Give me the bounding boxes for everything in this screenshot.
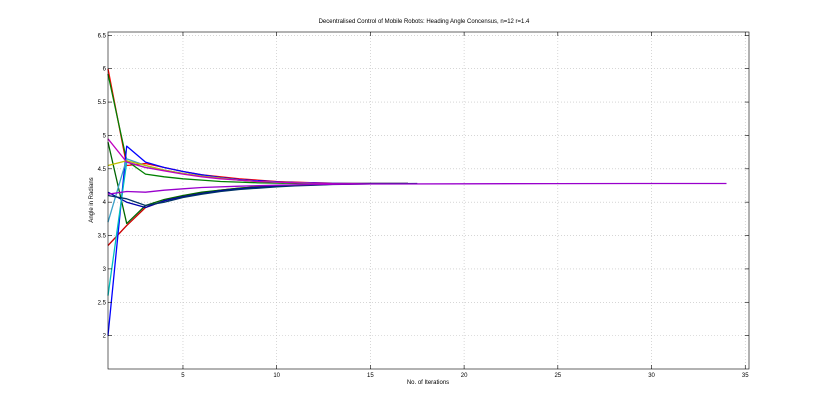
y-tick-label: 2.5 [98,300,107,306]
series-line-1 [107,68,408,185]
y-tick-label: 3.5 [98,234,107,240]
x-tick-label: 10 [273,373,280,379]
x-tick-label: 15 [367,373,374,379]
axis-ticks: 5 10 15 20 25 30 35 2 2.5 3 3.5 4 4.5 5 5.5 6 6.5 [98,32,749,379]
y-tick-label: 4 [103,200,107,206]
x-tick-label: 30 [648,373,655,379]
y-axis-label: Angle in Radians [89,177,95,222]
y-tick-label: 2 [103,334,107,340]
x-tick-label: 25 [554,373,561,379]
chart-title: Decentralised Control of Mobile Robots: … [319,19,530,25]
grid-lines [108,32,749,369]
x-axis-label: No. of Iterations [407,380,449,386]
x-tick-label: 5 [181,373,185,379]
series-line-10 [107,138,408,185]
series-line-2 [107,182,408,246]
plot-frame [107,31,750,370]
x-tick-label: 20 [461,373,468,379]
y-tick-label: 5 [103,133,107,139]
x-tick-label: 35 [742,373,749,379]
y-tick-label: 3 [103,267,107,273]
series-group [107,68,727,336]
y-tick-label: 4.5 [98,167,107,173]
series-line-12 [107,182,727,195]
y-tick-label: 6 [103,67,107,73]
y-tick-label: 6.5 [98,33,107,39]
y-tick-label: 5.5 [98,100,107,106]
